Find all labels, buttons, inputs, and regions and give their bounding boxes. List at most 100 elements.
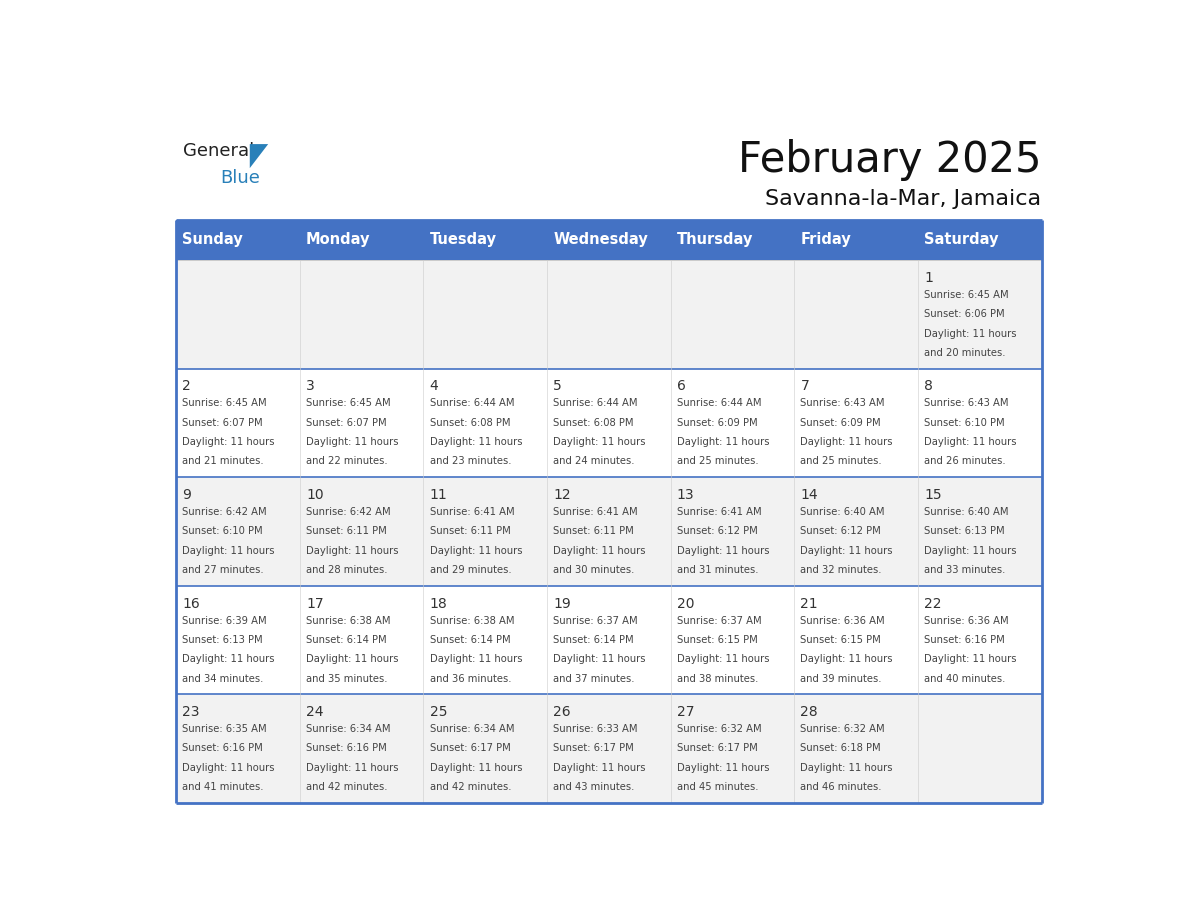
Text: Daylight: 11 hours: Daylight: 11 hours [924, 655, 1017, 665]
Text: 28: 28 [801, 705, 819, 719]
Text: Sunrise: 6:40 AM: Sunrise: 6:40 AM [801, 507, 885, 517]
Text: Sunrise: 6:44 AM: Sunrise: 6:44 AM [554, 398, 638, 409]
Text: Daylight: 11 hours: Daylight: 11 hours [677, 545, 770, 555]
Text: Sunset: 6:08 PM: Sunset: 6:08 PM [430, 418, 510, 428]
Bar [176, 369, 1042, 477]
Text: 5: 5 [554, 379, 562, 394]
Bar [176, 694, 1042, 803]
Bar [176, 260, 1042, 369]
Bar [176, 586, 1042, 694]
Text: General: General [183, 142, 254, 160]
Text: Sunset: 6:10 PM: Sunset: 6:10 PM [924, 418, 1005, 428]
Text: Sunset: 6:11 PM: Sunset: 6:11 PM [307, 526, 386, 536]
Text: Daylight: 11 hours: Daylight: 11 hours [307, 655, 398, 665]
Text: and 25 minutes.: and 25 minutes. [801, 456, 883, 466]
Text: Saturday: Saturday [924, 232, 999, 247]
Text: Friday: Friday [801, 232, 852, 247]
Text: Sunset: 6:17 PM: Sunset: 6:17 PM [677, 744, 758, 754]
Text: 7: 7 [801, 379, 809, 394]
Text: Daylight: 11 hours: Daylight: 11 hours [182, 545, 274, 555]
Text: Sunrise: 6:43 AM: Sunrise: 6:43 AM [801, 398, 885, 409]
Text: 27: 27 [677, 705, 694, 719]
Text: and 39 minutes.: and 39 minutes. [801, 674, 881, 684]
Text: Daylight: 11 hours: Daylight: 11 hours [801, 437, 893, 447]
Text: 18: 18 [430, 597, 448, 610]
Bar [176, 219, 1042, 260]
Text: 17: 17 [307, 597, 323, 610]
Text: Tuesday: Tuesday [430, 232, 497, 247]
Text: Daylight: 11 hours: Daylight: 11 hours [307, 437, 398, 447]
Text: Sunrise: 6:34 AM: Sunrise: 6:34 AM [430, 724, 514, 734]
Text: Sunset: 6:14 PM: Sunset: 6:14 PM [554, 635, 634, 645]
Text: Sunset: 6:14 PM: Sunset: 6:14 PM [307, 635, 386, 645]
Text: Daylight: 11 hours: Daylight: 11 hours [554, 545, 646, 555]
Text: 12: 12 [554, 488, 571, 502]
Text: Sunset: 6:14 PM: Sunset: 6:14 PM [430, 635, 510, 645]
Text: Sunset: 6:11 PM: Sunset: 6:11 PM [554, 526, 634, 536]
Text: Daylight: 11 hours: Daylight: 11 hours [801, 545, 893, 555]
Text: Sunrise: 6:37 AM: Sunrise: 6:37 AM [677, 616, 762, 625]
Text: and 45 minutes.: and 45 minutes. [677, 782, 758, 792]
Text: and 37 minutes.: and 37 minutes. [554, 674, 634, 684]
Text: Sunset: 6:16 PM: Sunset: 6:16 PM [307, 744, 386, 754]
Text: Daylight: 11 hours: Daylight: 11 hours [801, 763, 893, 773]
Text: Daylight: 11 hours: Daylight: 11 hours [554, 763, 646, 773]
Text: Sunset: 6:10 PM: Sunset: 6:10 PM [182, 526, 263, 536]
Text: Daylight: 11 hours: Daylight: 11 hours [677, 763, 770, 773]
Text: 22: 22 [924, 597, 942, 610]
Text: Sunrise: 6:42 AM: Sunrise: 6:42 AM [307, 507, 391, 517]
Text: and 23 minutes.: and 23 minutes. [430, 456, 511, 466]
Text: Sunrise: 6:43 AM: Sunrise: 6:43 AM [924, 398, 1009, 409]
Text: Sunset: 6:13 PM: Sunset: 6:13 PM [182, 635, 263, 645]
Text: Sunrise: 6:45 AM: Sunrise: 6:45 AM [307, 398, 391, 409]
Text: Sunrise: 6:32 AM: Sunrise: 6:32 AM [677, 724, 762, 734]
Text: Sunset: 6:18 PM: Sunset: 6:18 PM [801, 744, 881, 754]
Text: Sunrise: 6:33 AM: Sunrise: 6:33 AM [554, 724, 638, 734]
Text: and 41 minutes.: and 41 minutes. [182, 782, 264, 792]
Text: Wednesday: Wednesday [554, 232, 647, 247]
Text: Sunset: 6:06 PM: Sunset: 6:06 PM [924, 309, 1005, 319]
Text: Daylight: 11 hours: Daylight: 11 hours [677, 437, 770, 447]
Text: Sunset: 6:09 PM: Sunset: 6:09 PM [677, 418, 758, 428]
Polygon shape [249, 144, 268, 168]
Text: Daylight: 11 hours: Daylight: 11 hours [430, 437, 522, 447]
Text: and 42 minutes.: and 42 minutes. [307, 782, 387, 792]
Text: 20: 20 [677, 597, 694, 610]
Text: and 40 minutes.: and 40 minutes. [924, 674, 1005, 684]
Text: 9: 9 [182, 488, 191, 502]
Text: and 22 minutes.: and 22 minutes. [307, 456, 387, 466]
Text: Daylight: 11 hours: Daylight: 11 hours [677, 655, 770, 665]
Text: Daylight: 11 hours: Daylight: 11 hours [430, 655, 522, 665]
Text: 2: 2 [182, 379, 191, 394]
Text: and 30 minutes.: and 30 minutes. [554, 565, 634, 575]
Bar [176, 477, 1042, 586]
Text: Sunset: 6:09 PM: Sunset: 6:09 PM [801, 418, 881, 428]
Text: Sunset: 6:13 PM: Sunset: 6:13 PM [924, 526, 1005, 536]
Text: Sunset: 6:16 PM: Sunset: 6:16 PM [182, 744, 263, 754]
Text: Sunset: 6:15 PM: Sunset: 6:15 PM [801, 635, 881, 645]
Text: Daylight: 11 hours: Daylight: 11 hours [430, 545, 522, 555]
Text: Sunrise: 6:37 AM: Sunrise: 6:37 AM [554, 616, 638, 625]
Text: Blue: Blue [220, 169, 260, 187]
Text: Sunrise: 6:44 AM: Sunrise: 6:44 AM [677, 398, 762, 409]
Text: Thursday: Thursday [677, 232, 753, 247]
Text: 24: 24 [307, 705, 323, 719]
Text: Sunrise: 6:41 AM: Sunrise: 6:41 AM [677, 507, 762, 517]
Text: Daylight: 11 hours: Daylight: 11 hours [554, 655, 646, 665]
Text: Sunrise: 6:42 AM: Sunrise: 6:42 AM [182, 507, 267, 517]
Text: 4: 4 [430, 379, 438, 394]
Text: and 35 minutes.: and 35 minutes. [307, 674, 387, 684]
Text: Sunrise: 6:36 AM: Sunrise: 6:36 AM [924, 616, 1009, 625]
Text: and 31 minutes.: and 31 minutes. [677, 565, 758, 575]
Text: Sunrise: 6:34 AM: Sunrise: 6:34 AM [307, 724, 391, 734]
Text: and 27 minutes.: and 27 minutes. [182, 565, 264, 575]
Text: Sunrise: 6:44 AM: Sunrise: 6:44 AM [430, 398, 514, 409]
Text: Sunday: Sunday [182, 232, 244, 247]
Text: Sunrise: 6:38 AM: Sunrise: 6:38 AM [430, 616, 514, 625]
Text: 25: 25 [430, 705, 447, 719]
Text: and 32 minutes.: and 32 minutes. [801, 565, 881, 575]
Text: and 24 minutes.: and 24 minutes. [554, 456, 634, 466]
Text: Sunset: 6:08 PM: Sunset: 6:08 PM [554, 418, 633, 428]
Text: and 38 minutes.: and 38 minutes. [677, 674, 758, 684]
Text: Sunrise: 6:45 AM: Sunrise: 6:45 AM [182, 398, 267, 409]
